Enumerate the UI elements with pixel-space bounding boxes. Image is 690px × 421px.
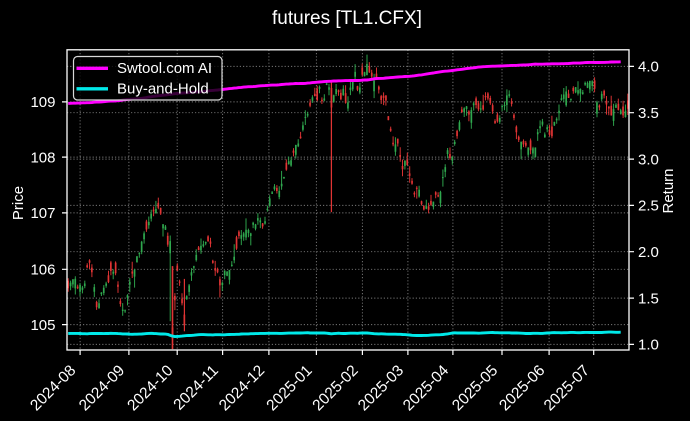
svg-text:Swtool.com AI: Swtool.com AI [117,60,212,77]
svg-text:Buy-and-Hold: Buy-and-Hold [117,81,209,98]
svg-text:4.0: 4.0 [638,59,659,76]
svg-text:109: 109 [30,94,55,111]
svg-text:2.0: 2.0 [638,244,659,261]
svg-text:Return: Return [660,168,677,213]
svg-text:3.5: 3.5 [638,105,659,122]
svg-text:108: 108 [30,149,55,166]
svg-text:1.0: 1.0 [638,337,659,354]
svg-text:106: 106 [30,262,55,279]
svg-text:1.5: 1.5 [638,290,659,307]
svg-text:2.5: 2.5 [638,198,659,215]
svg-text:107: 107 [30,205,55,222]
svg-text:3.0: 3.0 [638,151,659,168]
svg-text:105: 105 [30,317,55,334]
svg-text:futures [TL1.CFX]: futures [TL1.CFX] [272,8,422,29]
svg-text:Price: Price [10,186,27,220]
